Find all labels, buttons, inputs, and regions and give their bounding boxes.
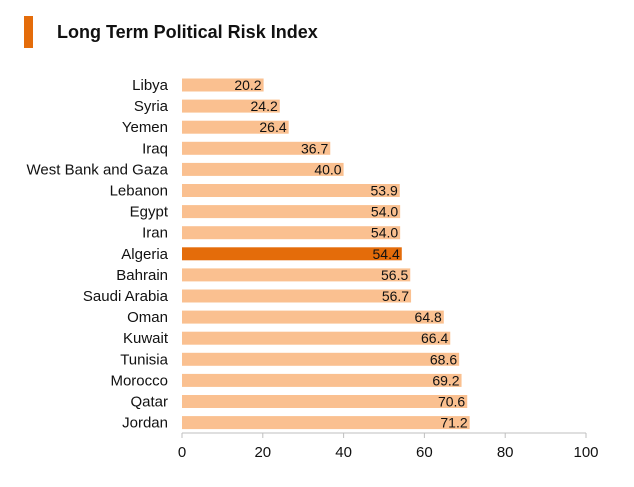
category-label-egypt: Egypt bbox=[130, 204, 169, 221]
value-label-iran: 54.0 bbox=[371, 225, 398, 241]
x-tick-label-60: 60 bbox=[416, 444, 433, 461]
category-label-oman: Oman bbox=[127, 309, 168, 326]
bar-oman bbox=[182, 310, 444, 324]
value-label-qatar: 70.6 bbox=[438, 394, 465, 410]
category-labels: Libya Syria Yemen Iraq West Bank and Gaza Leb… bbox=[27, 77, 169, 432]
value-label-bahrain: 56.5 bbox=[381, 267, 408, 283]
category-label-syria: Syria bbox=[134, 98, 169, 115]
bar-bahrain bbox=[182, 268, 411, 282]
bar-qatar bbox=[182, 395, 468, 408]
bar-libya bbox=[182, 78, 264, 92]
x-tick-label-40: 40 bbox=[335, 444, 352, 461]
value-label-algeria: 54.4 bbox=[373, 246, 400, 262]
category-label-bahrain: Bahrain bbox=[116, 267, 168, 284]
category-label-west-bank-and-gaza: West Bank and Gaza bbox=[27, 161, 169, 178]
value-label-west-bank-and-gaza: 40.0 bbox=[314, 161, 341, 177]
value-label-iraq: 36.7 bbox=[301, 140, 328, 156]
category-label-iraq: Iraq bbox=[142, 140, 168, 157]
chart-title: Long Term Political Risk Index bbox=[57, 21, 318, 42]
bar-jordan bbox=[182, 416, 470, 430]
category-label-libya: Libya bbox=[132, 77, 169, 94]
x-axis: 0 20 40 60 80 100 bbox=[178, 432, 599, 461]
category-label-algeria: Algeria bbox=[121, 246, 168, 263]
value-label-saudi-arabia: 56.7 bbox=[382, 288, 409, 304]
bar-yemen bbox=[182, 120, 289, 134]
bar-tunisia bbox=[182, 352, 460, 366]
chart-header: Long Term Political Risk Index bbox=[24, 16, 318, 48]
bar-kuwait bbox=[182, 331, 451, 345]
x-tick-label-0: 0 bbox=[178, 444, 186, 461]
bar-morocco bbox=[182, 373, 462, 387]
x-tick-label-20: 20 bbox=[254, 444, 271, 461]
bar-west-bank-and-gaza bbox=[182, 162, 344, 176]
bar-saudi-arabia bbox=[182, 289, 412, 303]
bar-iran bbox=[182, 226, 401, 240]
x-tick-label-100: 100 bbox=[573, 444, 598, 461]
category-label-qatar: Qatar bbox=[130, 394, 168, 411]
x-tick-label-80: 80 bbox=[497, 444, 514, 461]
category-label-kuwait: Kuwait bbox=[123, 330, 169, 347]
bar-lebanon bbox=[182, 184, 400, 197]
value-label-kuwait: 66.4 bbox=[421, 330, 448, 346]
bars-group bbox=[182, 78, 470, 430]
bar-egypt bbox=[182, 205, 401, 219]
bar-algeria bbox=[182, 247, 402, 261]
value-label-oman: 64.8 bbox=[415, 309, 442, 325]
category-label-morocco: Morocco bbox=[110, 372, 168, 389]
category-label-yemen: Yemen bbox=[122, 119, 168, 136]
category-label-iran: Iran bbox=[142, 225, 168, 242]
bar-syria bbox=[182, 99, 280, 113]
title-accent-bar bbox=[24, 16, 33, 48]
value-label-tunisia: 68.6 bbox=[430, 351, 457, 367]
value-label-yemen: 26.4 bbox=[259, 119, 286, 135]
category-label-jordan: Jordan bbox=[122, 415, 168, 432]
category-label-lebanon: Lebanon bbox=[110, 183, 168, 200]
value-labels: 20.2 24.2 26.4 36.7 40.0 53.9 54.0 54.0 54.4 56.5… bbox=[234, 77, 468, 431]
value-label-syria: 24.2 bbox=[251, 98, 278, 114]
value-label-lebanon: 53.9 bbox=[371, 183, 398, 199]
category-label-saudi-arabia: Saudi Arabia bbox=[83, 288, 169, 305]
value-label-morocco: 69.2 bbox=[432, 372, 459, 388]
value-label-egypt: 54.0 bbox=[371, 204, 398, 220]
value-label-libya: 20.2 bbox=[234, 77, 261, 93]
value-label-jordan: 71.2 bbox=[440, 415, 467, 431]
category-label-tunisia: Tunisia bbox=[120, 351, 168, 368]
bar-iraq bbox=[182, 141, 331, 155]
